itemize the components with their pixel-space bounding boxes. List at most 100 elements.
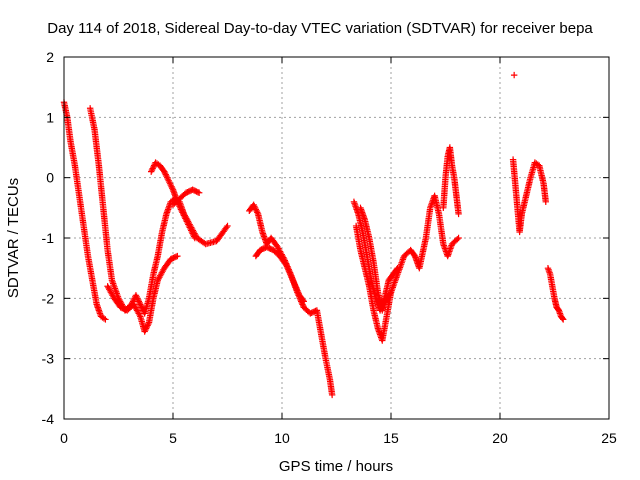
x-axis-label: GPS time / hours: [279, 458, 393, 475]
data-point-plus-marker: [137, 302, 145, 310]
data-point-plus-marker: [176, 203, 183, 210]
data-point-plus-marker: [138, 304, 145, 311]
data-point-plus-marker: [291, 281, 299, 288]
data-point-plus-marker: [223, 224, 230, 231]
data-point-plus-marker: [184, 219, 191, 227]
data-point-plus-marker: [289, 275, 296, 282]
data-point-plus-marker: [177, 204, 184, 212]
data-point-plus-marker: [300, 298, 307, 305]
data-point-plus-marker: [195, 189, 203, 196]
x-tick-label: 15: [383, 430, 399, 446]
data-point-plus-marker: [294, 289, 302, 296]
series-1: [60, 99, 109, 323]
data-point-plus-marker: [166, 178, 173, 186]
x-tick-label: 25: [601, 430, 617, 446]
x-tick-label: 0: [60, 430, 68, 446]
data-point-plus-marker: [387, 289, 395, 296]
x-tick-label: 20: [492, 430, 508, 446]
y-tick-label: -3: [42, 351, 55, 367]
series-6: [246, 201, 336, 399]
series-4: [148, 159, 198, 242]
data-point-plus-marker: [168, 183, 175, 190]
data-point-plus-marker: [178, 207, 185, 215]
data-point-plus-marker: [292, 283, 299, 290]
data-point-plus-marker: [136, 311, 143, 319]
data-point-plus-marker: [165, 177, 172, 184]
data-point-plus-marker: [144, 322, 151, 329]
data-point-plus-marker: [100, 315, 108, 322]
data-point-plus-marker: [252, 206, 260, 213]
data-point-plus-marker: [560, 316, 567, 323]
y-tick-label: -1: [42, 230, 55, 246]
data-point-plus-marker: [179, 209, 186, 216]
data-point-plus-marker: [181, 213, 188, 221]
series-3: [104, 252, 181, 335]
data-point-plus-marker: [299, 296, 307, 304]
data-point-plus-marker: [285, 266, 292, 273]
data-point-plus-marker: [150, 163, 157, 171]
data-point-plus-marker: [189, 230, 196, 237]
data-point-plus-marker: [161, 169, 169, 177]
data-point-plus-marker: [134, 296, 142, 304]
data-point-plus-marker: [186, 224, 193, 231]
data-point-plus-marker: [287, 272, 295, 279]
data-point-plus-marker: [136, 299, 143, 307]
data-point-plus-marker: [179, 210, 187, 218]
data-point-plus-marker: [455, 234, 462, 242]
series-9: [352, 192, 462, 344]
data-point-plus-marker: [455, 210, 462, 218]
data-point-plus-marker: [454, 236, 461, 243]
data-point-plus-marker: [148, 168, 155, 175]
data-point-plus-marker: [182, 216, 190, 224]
data-point-plus-marker: [287, 271, 294, 278]
data-point-plus-marker: [135, 298, 143, 305]
data-point-plus-marker: [133, 293, 140, 301]
data-point-plus-marker: [185, 221, 192, 228]
data-point-plus-marker: [559, 315, 566, 322]
data-point-plus-marker: [142, 326, 149, 334]
x-tick-label: 5: [169, 430, 177, 446]
data-point-plus-marker: [149, 165, 156, 172]
data-point-plus-marker: [190, 233, 198, 240]
data-point-plus-marker: [180, 212, 188, 219]
data-point-plus-marker: [164, 175, 172, 183]
series-12: [509, 156, 549, 236]
data-point-plus-marker: [510, 71, 518, 79]
axis-tick-labels: 0 5 10 15 20 25 -4 -3 -2 -1 0 1 2: [42, 49, 617, 446]
data-point-plus-marker: [183, 218, 191, 225]
series-5: [169, 186, 203, 209]
series-7: [252, 243, 307, 305]
grid-lines: [64, 57, 609, 419]
data-point-plus-marker: [288, 274, 295, 281]
data-point-plus-marker: [174, 252, 181, 260]
chart-title: Day 114 of 2018, Sidereal Day-to-day VTE…: [47, 20, 593, 37]
x-tick-label: 10: [274, 430, 290, 446]
data-point-plus-marker: [251, 204, 259, 212]
data-point-plus-marker: [161, 168, 168, 175]
data-point-plus-marker: [188, 228, 196, 236]
data-point-plus-marker: [185, 222, 193, 230]
data-point-plus-marker: [283, 263, 291, 270]
axis-ticks: [63, 56, 610, 420]
data-point-plus-marker: [386, 290, 394, 297]
data-point-plus-marker: [290, 278, 297, 285]
data-point-plus-marker: [143, 323, 151, 331]
data-point-plus-marker: [187, 225, 194, 233]
data-point-plus-marker: [145, 320, 152, 328]
data-point-plus-marker: [177, 206, 185, 213]
data-point-plus-marker: [292, 284, 300, 291]
data-point-plus-marker: [224, 222, 231, 230]
y-tick-label: 0: [46, 170, 54, 186]
y-axis-label: SDTVAR / TECUs: [5, 178, 22, 298]
series-13: [510, 71, 518, 79]
data-point-plus-marker: [286, 269, 293, 276]
data-point-plus-marker: [102, 316, 109, 323]
data-point-plus-marker: [167, 182, 175, 189]
data-point-plus-marker: [542, 198, 549, 205]
data-point-plus-marker: [291, 280, 298, 287]
data-point-plus-marker: [190, 231, 197, 239]
data-point-plus-marker: [134, 295, 141, 302]
data-point-plus-marker: [169, 185, 176, 192]
data-point-plus-marker: [250, 201, 257, 209]
